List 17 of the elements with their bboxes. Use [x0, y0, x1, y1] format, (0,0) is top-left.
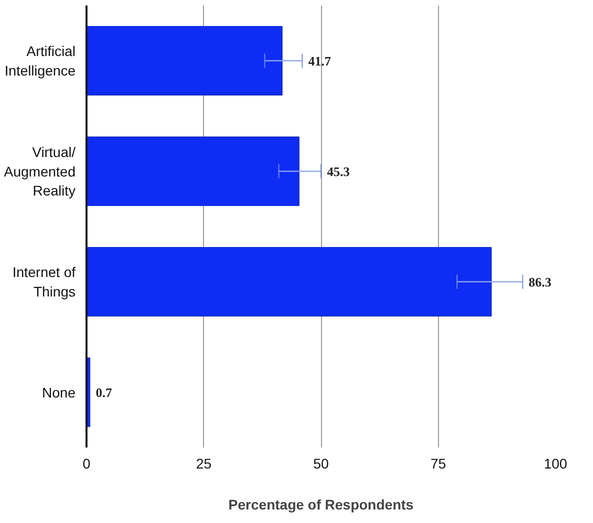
y-tick-label: None [42, 384, 76, 400]
data-label: 41.7 [308, 53, 332, 68]
x-axis-title: Percentage of Respondents [228, 496, 414, 512]
x-tick-label: 0 [82, 456, 91, 472]
y-tick-label: Artificial Intelligence [4, 43, 76, 78]
x-tick-label: 25 [196, 456, 212, 472]
bar [86, 136, 300, 206]
bar [86, 246, 492, 317]
x-tick-label: 100 [544, 456, 568, 472]
data-label: 86.3 [528, 274, 552, 290]
data-label: 0.7 [96, 384, 113, 400]
data-label: 45.3 [327, 164, 350, 179]
y-tick-label: Internet of Things [12, 264, 76, 300]
x-tick-label: 50 [313, 456, 329, 472]
x-tick-label: 75 [430, 456, 446, 472]
bar [86, 26, 283, 96]
y-tick-label: Virtual/ Augmented Reality [4, 144, 76, 198]
